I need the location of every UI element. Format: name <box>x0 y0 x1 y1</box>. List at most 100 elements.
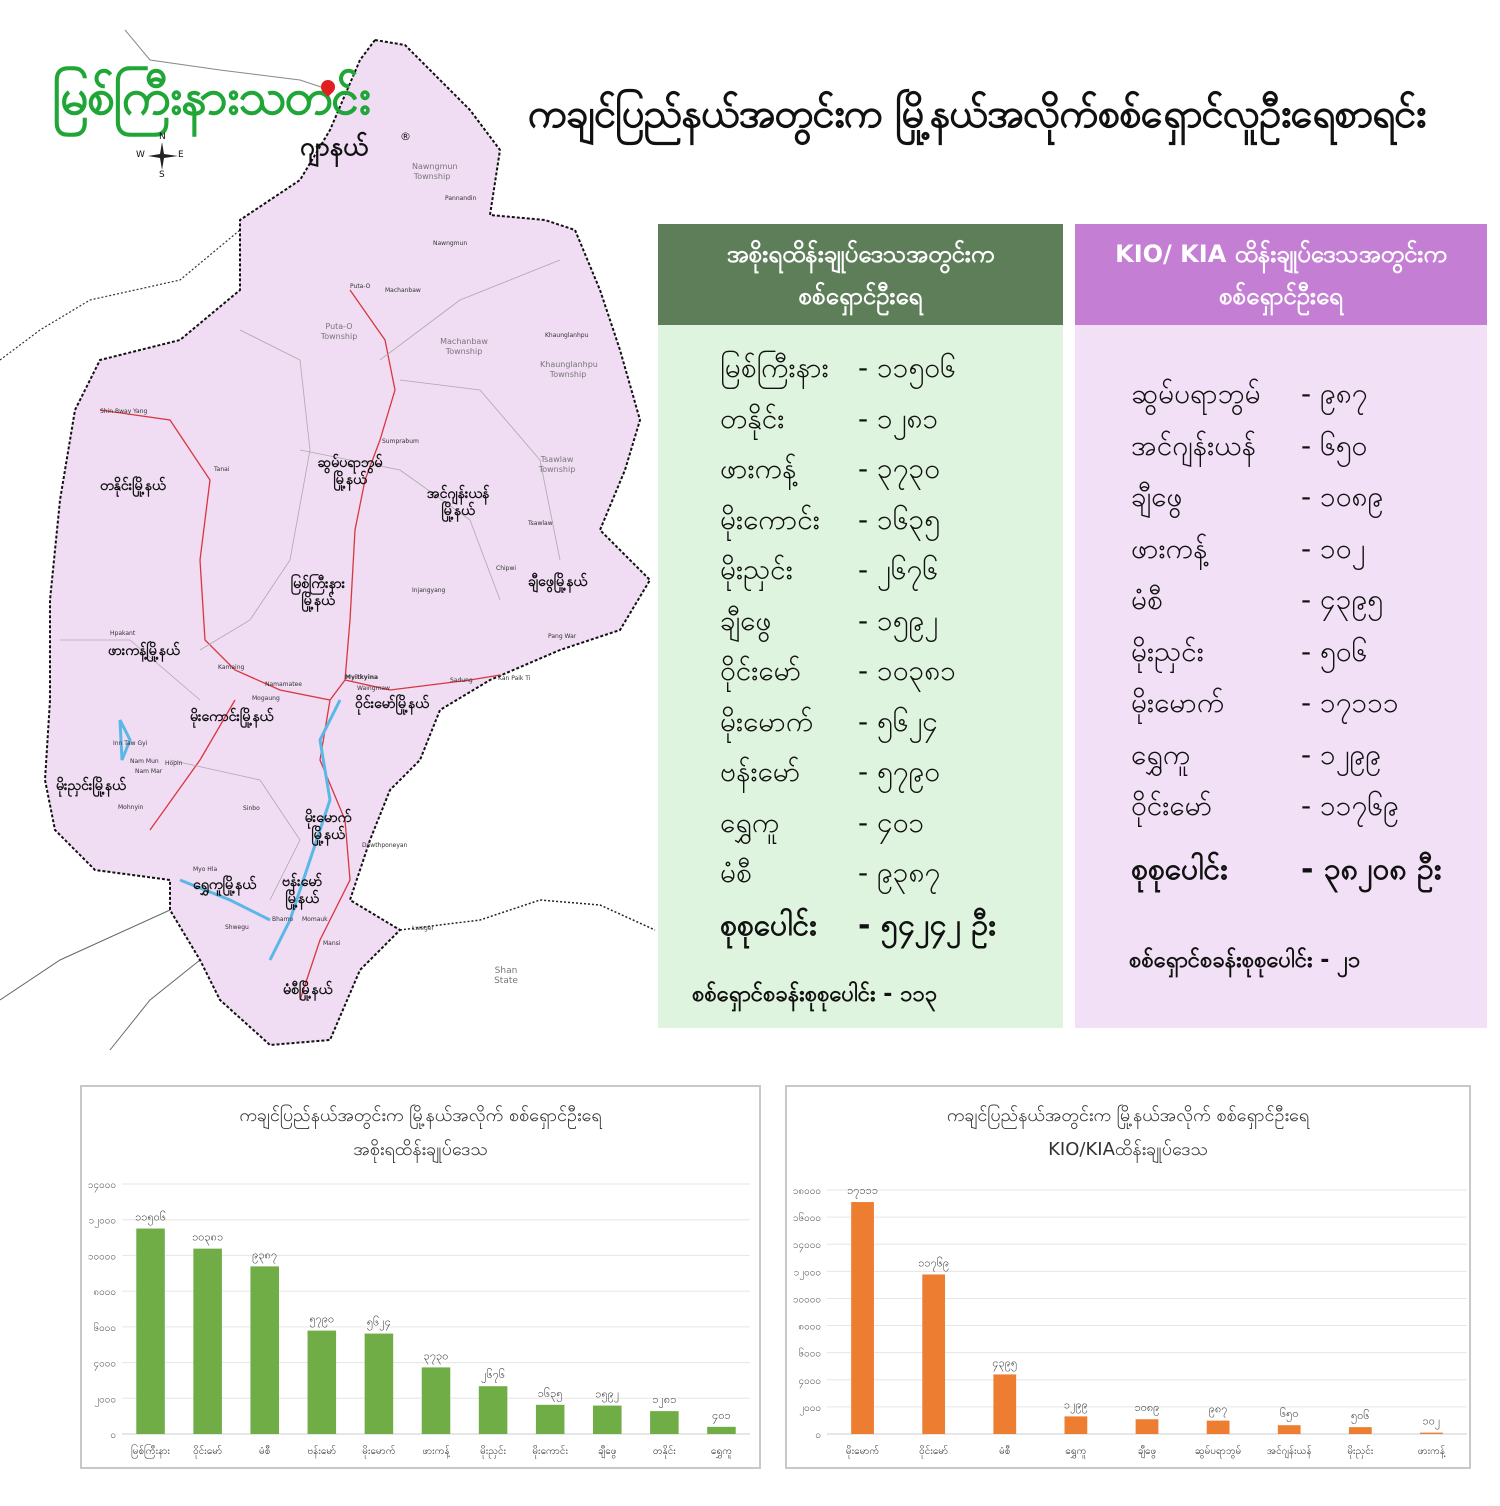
x-tick-label: မိုးညှင်း <box>1347 1444 1373 1459</box>
y-tick-label: ၂၀၀၀ <box>94 1394 116 1407</box>
data-label: ၁၁၅၀၆ <box>135 1211 166 1226</box>
map-town: Myitkyina <box>345 674 379 681</box>
gov-controlled-panel: အစိုးရထိန်းချုပ်ဒေသအတွင်းက စစ်ရှောင်ဦးရေ… <box>658 224 1063 1028</box>
data-label: ၅၇၉၀ <box>309 1313 334 1328</box>
bar <box>250 1266 279 1434</box>
map-town: Bhamo <box>272 916 294 923</box>
map-en-label: Nawngmun Township <box>412 162 458 181</box>
map-label-waingmaw: ဝိုင်းမော်မြို့နယ် <box>355 696 429 712</box>
x-tick-label: မိုးမောက် <box>362 1444 395 1459</box>
y-tick-label: ၁၆၀၀၀ <box>793 1211 821 1224</box>
bar <box>535 1404 565 1434</box>
chart-title-line2: အစိုးရထိန်းချုပ်ဒေသ <box>353 1139 488 1160</box>
neighbor-border <box>124 29 331 91</box>
compass-s: S <box>159 170 165 180</box>
bar <box>593 1405 622 1434</box>
chart-plot: ၀ ၂၀၀၀ ၄၀၀၀ ၆၀၀၀ ၈၀၀၀ ၁၀၀၀၀ ၁၂၀၀၀ ၁၄၀၀၀ ၁၆၀၀၀ ၁၈၀… <box>793 1184 1467 1459</box>
map-town: Shwegu <box>225 924 249 931</box>
table-row: ဗန်းမော် - ၅၇၉၀ <box>720 753 940 795</box>
x-tick-label: ရွှေကူ <box>1065 1446 1086 1459</box>
map-town: Shin Bway Yang <box>100 408 148 415</box>
data-label: ၁၀၂ <box>1423 1415 1441 1430</box>
kio-header-line1: KIO/ KIA ထိန်းချုပ်ဒေသအတွင်းက <box>1115 239 1447 268</box>
township-borders <box>60 259 561 901</box>
kio-panel-header: KIO/ KIA ထိန်းချုပ်ဒေသအတွင်းက စစ်ရှောင်ဦ… <box>1075 224 1487 325</box>
idp-count: - ၅၆၂၄ <box>858 704 939 738</box>
map-en-label: Puta-O Township <box>320 322 358 341</box>
map-label-momauk: မိုးမောက် မြို့နယ် <box>304 810 352 843</box>
y-tick-label: ၁၂၀၀၀ <box>89 1216 116 1229</box>
idp-count: - ၉၃၈၇ <box>858 856 941 889</box>
data-label: ၅၀၆ <box>1351 1409 1370 1424</box>
y-tick-label: ၁၂၀၀၀ <box>794 1267 821 1280</box>
data-label: ၁၇၁၁၁ <box>847 1184 878 1199</box>
township-name: ဗန်းမော် <box>720 755 801 788</box>
chart-title-line1: ကချင်ပြည်နယ်အတွင်းက မြို့နယ်အလိုက် စစ်ရှ… <box>946 1105 1310 1126</box>
gov-header-line1: အစိုးရထိန်းချုပ်ဒေသအတွင်းက <box>726 239 995 268</box>
compass-e: E <box>178 150 184 160</box>
map-town: Hopin <box>165 760 183 767</box>
chart-title-line2: KIO/KIAထိန်းချုပ်ဒေသ <box>1048 1139 1208 1160</box>
x-tick-label: ဝိုင်းမော် <box>919 1444 948 1459</box>
river <box>118 699 342 961</box>
data-label: ၁၅၉၂ <box>595 1388 619 1403</box>
x-tick-label: ဗန်းမော် <box>307 1444 336 1459</box>
idp-count: - ၅၇၉၀ <box>858 755 941 788</box>
map-label-mohnyin: မိုးညှင်းမြို့နယ် <box>56 778 126 794</box>
compass-n: N <box>159 132 166 142</box>
idp-count: - ၁၇၁၁၁ <box>1301 686 1399 719</box>
y-tick-label: ၁၄၀၀၀ <box>88 1180 116 1193</box>
bar <box>707 1426 736 1434</box>
chart-title-line1: ကချင်ပြည်နယ်အတွင်းက မြို့နယ်အလိုက် စစ်ရှ… <box>239 1105 602 1126</box>
bar <box>307 1330 337 1434</box>
x-tick-label: ဖားကန့် <box>1418 1444 1447 1459</box>
x-tick-label: ချီဖွေ <box>598 1444 616 1459</box>
township-name: တနိုင်း <box>720 401 785 435</box>
y-tick-label: ၆၀၀၀ <box>799 1347 822 1360</box>
map-label-chipwi: ချီဖွေမြို့နယ် <box>528 574 588 590</box>
township-name: ရွှေကူ <box>720 805 780 839</box>
neighbor-border <box>399 899 656 931</box>
map-town: Namamatee <box>265 681 302 688</box>
table-row: ချီဖွေ - ၁၀၈၉ <box>1131 478 1383 520</box>
map-en-label: Machanbaw Township <box>440 337 488 356</box>
x-tick-label: ဆွမ်ပရာဘွမ် <box>1195 1444 1241 1459</box>
map-label-hpakant: ဖားကန့်မြို့နယ် <box>108 643 180 659</box>
township-name: မိုးညှင်း <box>1131 634 1204 668</box>
table-row: ဖားကန့် - ၁၀၂ <box>1131 530 1365 572</box>
kachin-map <box>0 29 656 1051</box>
map-town: Nam Mar <box>135 768 163 775</box>
map-town: Khaunglanhpu <box>545 332 589 339</box>
map-town: Injangyang <box>412 587 446 594</box>
map-label-tanai: တနိုင်းမြို့နယ် <box>100 478 166 494</box>
y-tick-label: ၁၀၀၀၀ <box>793 1294 821 1305</box>
y-tick-label: ၆၀၀၀ <box>94 1321 117 1334</box>
page-title: ကချင်ပြည်နယ်အတွင်းက မြို့နယ်အလိုက်စစ်ရှေ… <box>528 91 1427 137</box>
table-row: ရွှေကူ - ၁၂၉၉ <box>1131 736 1381 778</box>
idp-count: - ၁၁၅၀၆ <box>858 351 956 384</box>
chart-title: ကချင်ပြည်နယ်အတွင်းက မြို့နယ်အလိုက် စစ်ရှ… <box>787 1099 1469 1167</box>
map-label-bhamo: ဗန်းမော် မြို့နယ် <box>281 874 323 907</box>
idp-count: - ၁၀၈၉ <box>1301 480 1384 513</box>
logo-subtitle: ဂျာနယ် <box>300 132 369 162</box>
idp-count: - ၁၅၉၂ <box>858 603 939 637</box>
map-en-label: Khaunglanhpu Township <box>540 360 598 379</box>
y-tick-label: ၄၀၀၀ <box>799 1376 822 1389</box>
idp-count: - ၁၆၃၅ <box>858 502 941 536</box>
idp-count: - ၁၀၂ <box>1301 531 1366 565</box>
bar <box>478 1386 508 1434</box>
x-tick-label: ချီဖွေ <box>1138 1444 1156 1459</box>
y-tick-label: ၈၀၀၀ <box>93 1287 116 1298</box>
table-row: မိုးမောက် - ၁၇၁၁၁ <box>1131 684 1399 726</box>
y-tick-label: ၀ <box>815 1430 821 1441</box>
map-label-mogaung: မိုးကောင်းမြို့နယ် <box>190 709 274 725</box>
table-row: ဖားကန့် - ၃၇၃၀ <box>720 450 940 492</box>
y-tick-label: ၄၀၀၀ <box>94 1359 117 1372</box>
map-town: Puta-O <box>350 283 371 290</box>
gov-panel-header: အစိုးရထိန်းချုပ်ဒေသအတွင်းက စစ်ရှောင်ဦးရေ <box>658 224 1063 325</box>
map-town: Chipwi <box>496 565 517 572</box>
data-label: ၁၂၈၁ <box>652 1393 676 1408</box>
neighbor-border <box>0 229 241 361</box>
bar <box>364 1333 394 1434</box>
compass-icon: N W E S <box>136 132 184 180</box>
